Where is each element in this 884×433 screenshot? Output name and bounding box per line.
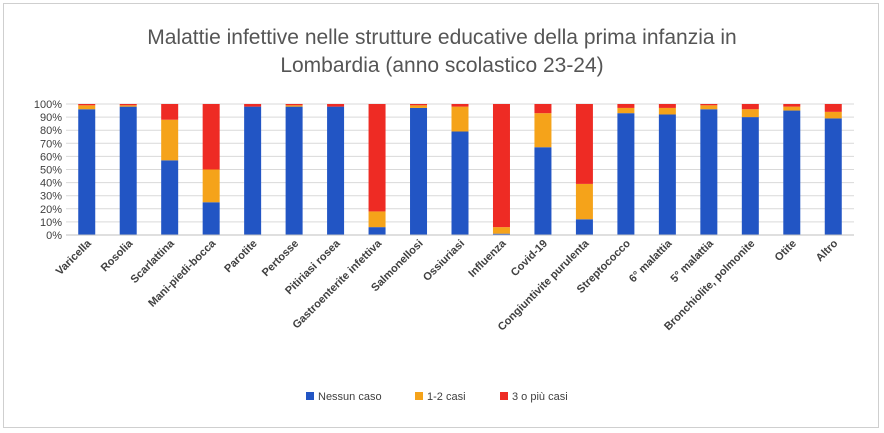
bar-segment (119, 104, 137, 106)
legend-swatch (500, 392, 508, 400)
bar-segment (824, 118, 842, 235)
bar-segment (534, 113, 552, 148)
bar-segment (451, 131, 469, 235)
x-tick-label: Pertosse (260, 238, 301, 279)
bar-segment (285, 105, 303, 107)
bar-segment (741, 117, 759, 235)
chart-title-line-1: Malattie infettive nelle strutture educa… (147, 26, 736, 49)
bar-segment (783, 110, 801, 235)
y-tick-label: 60% (40, 151, 62, 163)
legend-swatch (306, 392, 314, 400)
bar-segment (368, 211, 386, 228)
bar-segment (285, 104, 303, 106)
bar-segment (741, 104, 759, 110)
bar-segment (410, 107, 428, 235)
bar-segment (368, 227, 386, 235)
x-tick-label: Influenza (466, 237, 509, 280)
bar-segment (534, 104, 552, 114)
bar-segment (451, 106, 469, 132)
bar-segment (161, 160, 179, 235)
bar-segment (78, 105, 96, 110)
bar-segment (783, 104, 801, 107)
x-tick-label: Parotite (222, 238, 259, 275)
x-tick-label: Ossiuriasi (421, 238, 467, 284)
legend-label: 3 o più casi (512, 391, 568, 403)
y-tick-label: 70% (40, 138, 62, 150)
bar-segment (617, 107, 635, 114)
bar-segment (575, 104, 593, 184)
y-tick-label: 100% (34, 99, 62, 111)
x-tick-label: Rosolia (99, 237, 136, 274)
bar-segment (119, 106, 137, 236)
bar-segment (824, 111, 842, 119)
legend-label: Nessun caso (318, 391, 382, 403)
y-tick-label: 80% (40, 125, 62, 137)
bar-segment (575, 183, 593, 220)
bar-segment (78, 104, 96, 106)
bar-segment (119, 105, 137, 107)
bar-segment (617, 113, 635, 235)
chart-title: Malattie infettive nelle strutture educa… (147, 26, 736, 77)
bar-segment (202, 169, 220, 203)
y-tick-label: 0% (46, 230, 62, 242)
y-axis: 0%10%20%30%40%50% 60%70%80%90%100% (34, 99, 62, 242)
bar-segment (492, 227, 510, 234)
bar-segment (327, 104, 345, 107)
x-tick-label: Covid-19 (509, 238, 550, 279)
stacked-bar-chart: Malattie infettive nelle strutture educa… (34, 26, 854, 403)
y-tick-label: 30% (40, 191, 62, 203)
y-tick-label: 90% (40, 112, 62, 124)
bar-segment (700, 105, 718, 110)
bar-segment (700, 109, 718, 235)
y-tick-label: 20% (40, 204, 62, 216)
bar-segment (700, 104, 718, 106)
bar-segment (285, 106, 303, 236)
x-tick-label: Altro (814, 237, 841, 264)
x-axis: Varicella RosoliaScarlattinaMani-piedi-bo… (54, 234, 854, 333)
bar-segment (575, 219, 593, 235)
bar-segment (824, 104, 842, 112)
y-tick-label: 40% (40, 178, 62, 190)
bar-segment (327, 106, 345, 236)
legend-label: 1-2 casi (427, 391, 466, 403)
y-tick-label: 10% (40, 217, 62, 229)
x-tick-label: Varicella (54, 237, 95, 278)
bar-segment (617, 104, 635, 108)
bar-segment (202, 104, 220, 170)
bar-segment (410, 104, 428, 106)
bar-segment (658, 107, 676, 115)
bar-segment (410, 105, 428, 108)
y-tick-label: 50% (40, 165, 62, 177)
bars (78, 104, 842, 236)
bar-segment (658, 104, 676, 108)
legend: Nessun caso 1-2 casi 3 o più casi (306, 391, 568, 403)
bar-segment (161, 104, 179, 120)
bar-segment (783, 106, 801, 111)
bar-segment (244, 106, 262, 236)
x-tick-label: Otite (773, 238, 799, 264)
legend-swatch (415, 392, 423, 400)
bar-segment (368, 104, 386, 212)
bar-segment (78, 109, 96, 235)
bar-segment (161, 119, 179, 161)
chart-frame: Malattie infettive nelle strutture educa… (3, 3, 879, 428)
bar-segment (741, 109, 759, 118)
bar-segment (658, 114, 676, 235)
x-tick-label: 6° malattia (627, 237, 675, 285)
bar-segment (492, 104, 510, 228)
bar-segment (202, 202, 220, 235)
bar-segment (534, 147, 552, 235)
chart-title-line-2: Lombardia (anno scolastico 23-24) (280, 54, 603, 77)
bar-segment (492, 233, 510, 235)
bar-segment (451, 104, 469, 107)
bar-segment (244, 104, 262, 107)
